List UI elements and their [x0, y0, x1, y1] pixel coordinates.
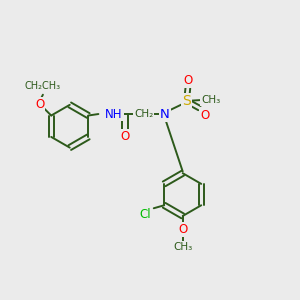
Text: CH₃: CH₃ [201, 95, 220, 105]
Text: N: N [160, 107, 170, 121]
Text: CH₂: CH₂ [134, 109, 153, 119]
Text: Cl: Cl [140, 208, 151, 221]
Text: O: O [35, 98, 44, 111]
Text: O: O [183, 74, 193, 87]
Text: O: O [121, 130, 130, 143]
Text: S: S [182, 94, 191, 108]
Text: O: O [178, 223, 187, 236]
Text: CH₃: CH₃ [173, 242, 192, 252]
Text: CH₂CH₃: CH₂CH₃ [25, 81, 61, 92]
Text: O: O [200, 109, 209, 122]
Text: NH: NH [105, 107, 123, 121]
